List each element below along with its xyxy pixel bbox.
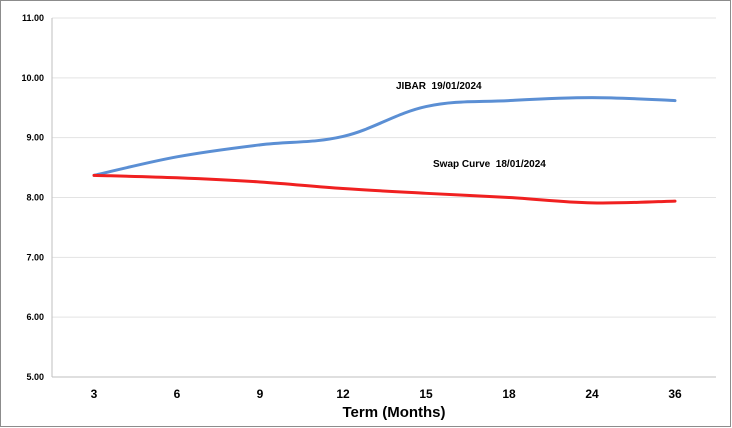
x-tick-label: 6 — [174, 387, 181, 401]
y-tick-label: 7.00 — [26, 252, 44, 262]
x-tick-label: 3 — [91, 387, 98, 401]
gridlines — [52, 17, 716, 318]
x-axis-title: Term (Months) — [342, 404, 445, 421]
annotation-swap-curve: Swap Curve 18/01/2024 — [433, 159, 546, 170]
y-tick-label: 5.00 — [26, 372, 44, 382]
x-tick-label: 9 — [257, 387, 264, 401]
y-tick-label: 9.00 — [26, 133, 44, 143]
y-tick-label: 11.00 — [22, 13, 44, 23]
series-line-swap-curve — [92, 173, 677, 205]
series-lines — [92, 96, 677, 205]
x-tick-label: 36 — [668, 387, 682, 401]
y-tick-label: 8.00 — [26, 193, 44, 203]
series-line-jibar — [92, 96, 677, 177]
x-tick-label: 15 — [419, 387, 433, 401]
x-axis-ticks: 3 6 9 12 15 18 24 36 — [91, 387, 682, 401]
x-tick-label: 12 — [336, 387, 350, 401]
y-axis-ticks: 5.00 6.00 7.00 8.00 9.00 10.00 11.00 — [21, 13, 44, 382]
x-tick-label: 18 — [502, 387, 516, 401]
x-tick-label: 24 — [585, 387, 599, 401]
y-tick-label: 6.00 — [26, 312, 44, 322]
y-tick-label: 10.00 — [21, 73, 44, 83]
annotation-jibar: JIBAR 19/01/2024 — [396, 81, 482, 92]
